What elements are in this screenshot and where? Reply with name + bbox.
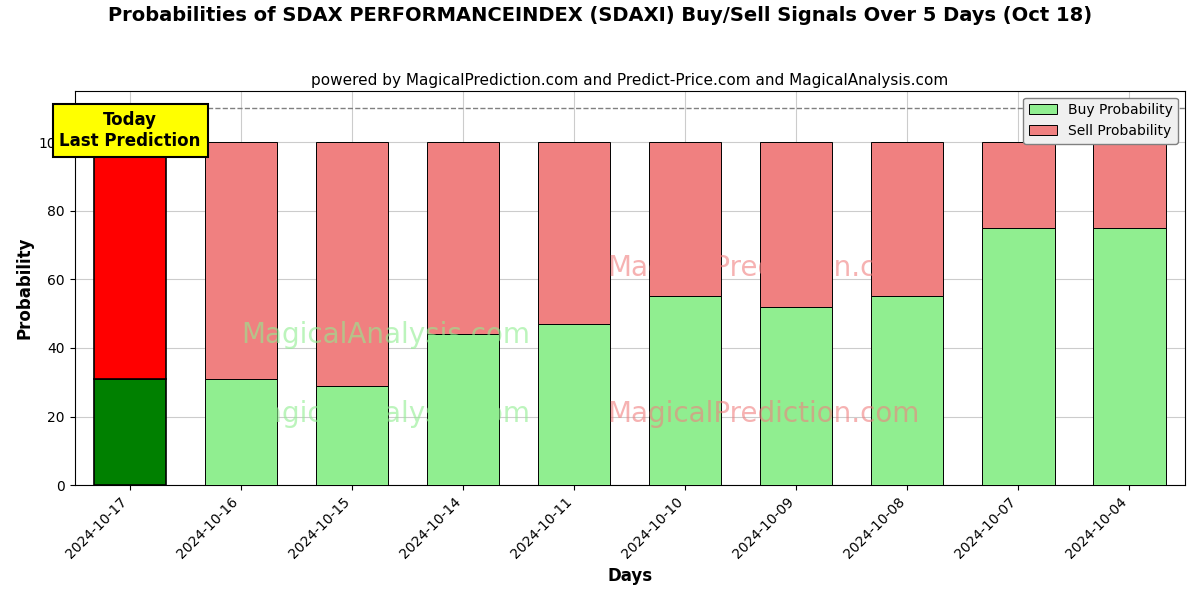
Bar [94, 379, 167, 485]
Bar [983, 142, 1055, 228]
Bar [539, 142, 611, 324]
Bar [316, 386, 389, 485]
Text: Probabilities of SDAX PERFORMANCEINDEX (SDAXI) Buy/Sell Signals Over 5 Days (Oct: Probabilities of SDAX PERFORMANCEINDEX (… [108, 6, 1092, 25]
Bar [871, 142, 943, 296]
Bar [983, 228, 1055, 485]
Bar [1093, 142, 1165, 228]
Bar [649, 142, 721, 296]
Text: Today
Last Prediction: Today Last Prediction [60, 111, 200, 150]
Bar [94, 142, 167, 379]
X-axis label: Days: Days [607, 567, 653, 585]
Bar [427, 334, 499, 485]
Legend: Buy Probability, Sell Probability: Buy Probability, Sell Probability [1024, 98, 1178, 143]
Bar [539, 324, 611, 485]
Bar [761, 142, 833, 307]
Bar [1093, 228, 1165, 485]
Bar [427, 142, 499, 334]
Bar [205, 379, 277, 485]
Bar [649, 296, 721, 485]
Bar [871, 296, 943, 485]
Bar [205, 142, 277, 379]
Text: MagicalPrediction.com: MagicalPrediction.com [607, 254, 919, 282]
Bar [316, 142, 389, 386]
Y-axis label: Probability: Probability [16, 236, 34, 339]
Title: powered by MagicalPrediction.com and Predict-Price.com and MagicalAnalysis.com: powered by MagicalPrediction.com and Pre… [311, 73, 948, 88]
Text: MagicalAnalysis.com: MagicalAnalysis.com [241, 321, 530, 349]
Text: MagicalAnalysis.com: MagicalAnalysis.com [241, 400, 530, 428]
Bar [761, 307, 833, 485]
Text: MagicalPrediction.com: MagicalPrediction.com [607, 400, 919, 428]
